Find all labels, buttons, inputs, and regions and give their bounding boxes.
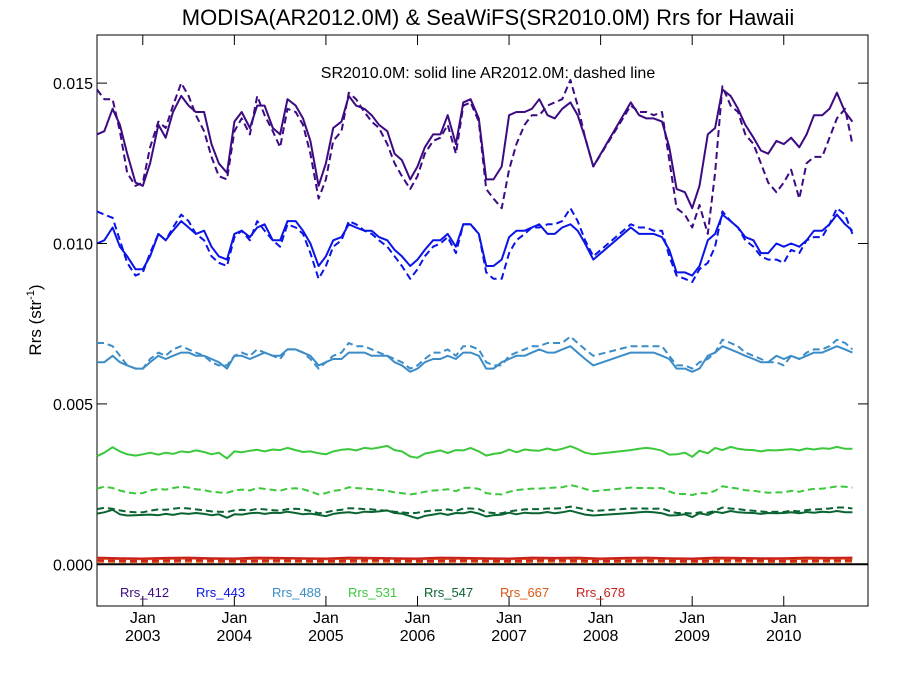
axis-layer: 0.0000.0050.0100.015Jan2003Jan2004Jan200… — [53, 35, 868, 645]
legend-item-rrs-678: Rrs_678 — [576, 585, 625, 600]
chart-title: MODISA(AR2012.0M) & SeaWiFS(SR2010.0M) R… — [182, 5, 795, 30]
series-line-rrs-412-dashed — [96, 78, 854, 235]
series-line-rrs-547-dashed — [96, 505, 853, 515]
x-tick-label-month: Jan — [771, 610, 797, 627]
series-line-rrs-412 — [96, 88, 854, 210]
legend-item-rrs-531: Rrs_531 — [348, 585, 397, 600]
series-line-rrs-488-dashed — [97, 335, 854, 370]
x-tick-label-year: 2004 — [217, 628, 253, 645]
x-tick-label-year: 2005 — [308, 628, 344, 645]
y-axis-label: Rrs (str-1) — [25, 284, 45, 355]
series-line-rrs-443 — [96, 213, 854, 277]
legend-item-rrs-412: Rrs_412 — [120, 585, 169, 600]
series-line-rrs-531-dashed — [96, 484, 853, 496]
series-line-rrs-678 — [96, 556, 853, 560]
legend-item-rrs-443: Rrs_443 — [196, 585, 245, 600]
series-line-rrs-443-dashed — [96, 207, 854, 283]
series-line-rrs-531 — [96, 444, 853, 460]
line-style-note: SR2010.0M: solid line AR2012.0M: dashed … — [321, 65, 656, 82]
x-tick-label-year: 2003 — [125, 628, 161, 645]
x-tick-label-month: Jan — [221, 610, 247, 627]
y-axis-label-superscript: -1 — [25, 290, 37, 300]
x-tick-label-year: 2008 — [583, 628, 619, 645]
series-line-rrs-547 — [96, 508, 853, 520]
legend: Rrs_412 Rrs_443 Rrs_488 Rrs_531 Rrs_547 Rrs_6… — [120, 585, 625, 600]
x-tick-label-month: Jan — [130, 610, 156, 627]
plot-frame — [96, 34, 869, 607]
series-layer — [96, 78, 854, 564]
legend-item-rrs-488: Rrs_488 — [272, 585, 321, 600]
x-tick-label-month: Jan — [313, 610, 339, 627]
x-tick-label-month: Jan — [496, 610, 522, 627]
x-tick-label-year: 2009 — [674, 628, 710, 645]
x-tick-label-month: Jan — [679, 610, 705, 627]
y-axis-label-main: Rrs (str — [26, 300, 45, 356]
y-tick-label: 0.015 — [53, 76, 93, 93]
y-axis-label-close: ) — [26, 284, 45, 290]
y-tick-label: 0.000 — [53, 557, 93, 574]
series-line-rrs-488 — [97, 345, 853, 373]
x-tick-label-year: 2007 — [491, 628, 527, 645]
x-tick-label-year: 2006 — [400, 628, 436, 645]
x-tick-label-month: Jan — [588, 610, 614, 627]
legend-item-rrs-667: Rrs_667 — [500, 585, 549, 600]
y-tick-label: 0.010 — [53, 237, 93, 254]
y-tick-label: 0.005 — [53, 397, 93, 414]
series-line-rrs-678-dashed — [96, 559, 853, 562]
x-tick-label-month: Jan — [405, 610, 431, 627]
legend-item-rrs-547: Rrs_547 — [424, 585, 473, 600]
x-tick-label-year: 2010 — [766, 628, 802, 645]
